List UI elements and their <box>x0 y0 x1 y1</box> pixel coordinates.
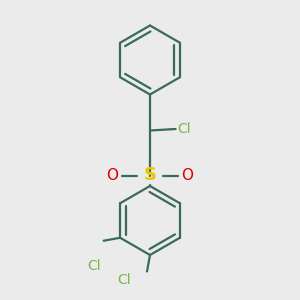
Text: S: S <box>143 167 157 184</box>
Text: O: O <box>182 168 194 183</box>
Text: Cl: Cl <box>88 259 101 272</box>
Text: O: O <box>106 168 119 183</box>
Text: Cl: Cl <box>177 122 190 136</box>
Text: Cl: Cl <box>118 273 131 286</box>
